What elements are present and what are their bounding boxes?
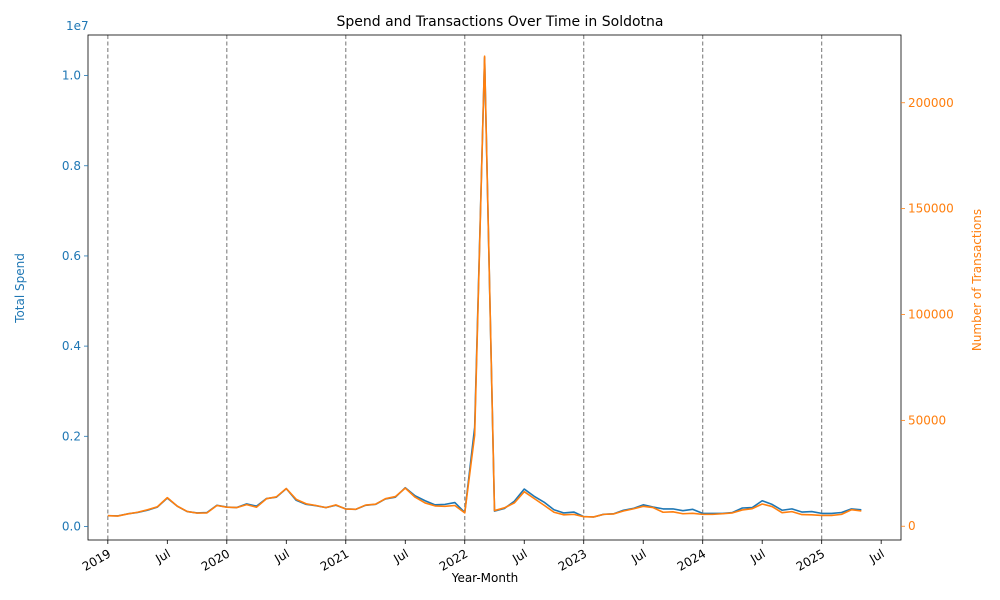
y-left-tick-label: 1.0: [62, 69, 81, 83]
y-left-offset-label: 1e7: [66, 19, 89, 33]
x-axis-title: Year-Month: [451, 571, 519, 585]
x-tick-label: Jul: [152, 546, 172, 566]
y-right-tick-label: 200000: [908, 96, 954, 110]
x-tick-label: 2019: [80, 546, 113, 573]
x-tick-label: 2025: [794, 546, 827, 573]
right-y-axis: 0 50000 100000 150000 200000: [901, 96, 954, 533]
left-y-axis: 0.0 0.2 0.4 0.6 0.8 1.0: [62, 69, 88, 533]
y-left-tick-label: 0.2: [62, 429, 81, 443]
x-tick-label: Jul: [747, 546, 767, 566]
x-tick-label: Jul: [271, 546, 291, 566]
y-right-axis-title: Number of Transactions: [970, 209, 984, 351]
series-layer: [107, 55, 862, 518]
x-tick-label: 2020: [199, 546, 232, 573]
x-tick-label: 2021: [318, 546, 351, 573]
y-left-tick-label: 0.4: [62, 339, 81, 353]
x-tick-label: Jul: [390, 546, 410, 566]
chart-title: Spend and Transactions Over Time in Sold…: [336, 14, 663, 30]
y-left-axis-title: Total Spend: [13, 253, 27, 324]
year-reference-lines: [107, 35, 823, 540]
series-line-total-spend: [107, 56, 862, 518]
y-left-tick-label: 0.8: [62, 159, 81, 173]
x-tick-label: 2024: [675, 546, 708, 573]
y-left-tick-label: 0.0: [62, 519, 81, 533]
x-tick-label: 2023: [556, 546, 589, 573]
plot-frame: [87, 34, 902, 541]
y-left-tick-label: 0.6: [62, 249, 81, 263]
x-tick-label: 2022: [437, 546, 470, 573]
series-line-transactions: [107, 55, 862, 518]
x-tick-label: Jul: [509, 546, 529, 566]
x-tick-label: Jul: [628, 546, 648, 566]
y-right-tick-label: 0: [908, 519, 916, 533]
y-right-tick-label: 100000: [908, 307, 954, 321]
x-axis: 2019 Jul 2020 Jul 2021 Jul 2022 Jul 2023 Jul 2024 J…: [80, 540, 887, 574]
y-right-tick-label: 150000: [908, 202, 954, 216]
x-tick-label: Jul: [866, 546, 886, 566]
y-right-tick-label: 50000: [908, 413, 946, 427]
